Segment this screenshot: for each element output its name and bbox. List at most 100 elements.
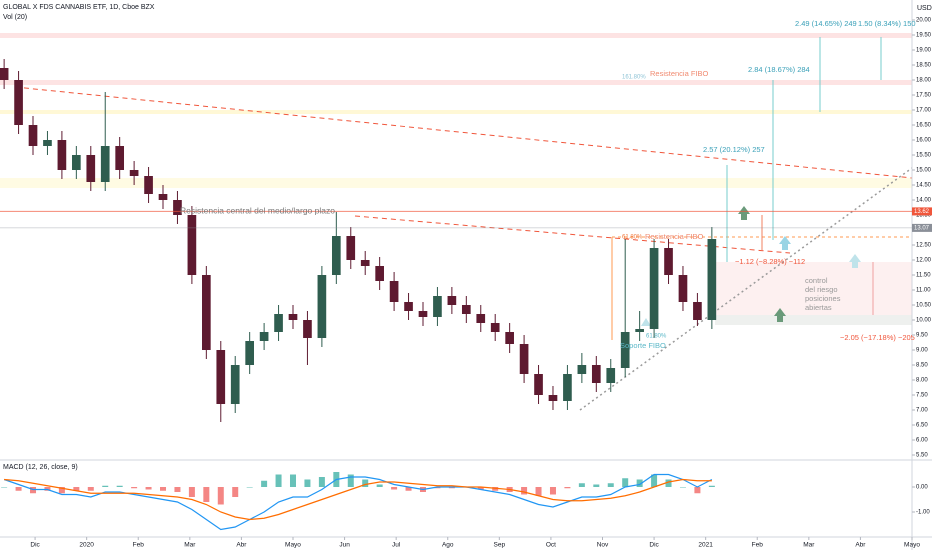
y-tick-label: 17.00	[916, 108, 932, 114]
price-tag-label: 13.62	[914, 209, 930, 215]
histogram-bar	[44, 487, 51, 491]
histogram-bar	[347, 474, 354, 487]
y-tick-label: 12.00	[916, 258, 932, 264]
histogram-bar	[593, 484, 600, 487]
x-tick-label: Abr	[236, 542, 247, 549]
candle-body	[606, 368, 616, 383]
candle-body	[447, 296, 457, 305]
histogram-bar	[549, 487, 556, 495]
candle-body	[129, 170, 139, 176]
y-tick-label: 20.00	[916, 18, 932, 24]
x-tick-label: Sep	[494, 542, 506, 549]
histogram-bar	[665, 479, 672, 487]
histogram-bar	[448, 487, 455, 489]
y-tick-label: 12.50	[916, 243, 932, 249]
candle-body	[86, 155, 96, 182]
annotation: 2.49 (14.65%) 249	[795, 19, 857, 28]
currency: USD	[917, 5, 932, 12]
histogram-bar	[376, 484, 383, 487]
x-tick-label: Feb	[133, 542, 145, 549]
histogram-bar	[434, 487, 441, 489]
candle-body	[375, 266, 384, 281]
y-tick-label: 15.00	[916, 168, 932, 174]
annotation: Soporte FIBO	[620, 341, 666, 350]
y-tick-label: 17.50	[916, 93, 932, 99]
y-tick-label: 9.50	[916, 333, 928, 339]
candle-body	[360, 260, 370, 266]
annotation: −2.05 (−17.18%) −205	[840, 333, 915, 342]
x-tick-label: Mayo	[285, 542, 301, 549]
histogram-bar	[289, 474, 296, 487]
histogram-bar	[564, 487, 571, 489]
candle-body	[534, 374, 543, 395]
arrow-icon	[774, 308, 786, 322]
y-tick-label: 6.50	[916, 423, 928, 429]
band	[0, 80, 912, 85]
candle-body	[28, 125, 38, 146]
annotation: posiciones	[805, 294, 841, 303]
candle-body	[43, 140, 52, 146]
annotation: del riesgo	[805, 285, 838, 294]
candle-body	[404, 302, 413, 311]
macd-title: MACD (12, 26, close, 9)	[3, 464, 78, 471]
annotation: Resistencia central del medio/largo plaz…	[180, 205, 335, 215]
x-tick-label: Dic	[649, 542, 659, 549]
y-tick-label: 8.50	[916, 363, 928, 369]
support-line	[579, 167, 913, 411]
y-tick-label: 19.50	[916, 33, 932, 39]
candle-body	[678, 275, 688, 302]
chart-title: GLOBAL X FDS CANNABIS ETF, 1D, Cboe BZX	[3, 4, 155, 11]
histogram-bar	[636, 479, 643, 487]
histogram-bar	[102, 485, 109, 487]
macd-line	[4, 478, 712, 521]
histogram-bar	[318, 477, 325, 487]
y-tick-label: 19.00	[916, 48, 932, 54]
price-tag-label: 13.07	[914, 225, 930, 231]
annotation: 2.57 (20.12%) 257	[703, 145, 765, 154]
candle-body	[0, 68, 9, 80]
x-tick-label: Jul	[392, 542, 401, 549]
macd-line	[3, 473, 713, 531]
annotation: 2.84 (18.67%) 284	[748, 65, 810, 74]
annotation: −1.12 (−8.28%) −112	[735, 257, 805, 266]
y-tick-label: 10.50	[916, 303, 932, 309]
histogram-bar	[304, 479, 311, 487]
x-tick-label: Mar	[803, 542, 815, 549]
histogram-bar	[131, 487, 138, 489]
arrow-icon	[779, 236, 791, 250]
candle-body	[577, 365, 587, 374]
band	[0, 110, 912, 114]
histogram-bar	[217, 487, 224, 505]
histogram-bar	[391, 487, 398, 490]
y-tick-label: 15.50	[916, 153, 932, 159]
x-tick-label: Mayo	[904, 542, 920, 549]
candle-body	[591, 365, 601, 383]
y-tick-label: 11.00	[916, 288, 931, 294]
y-tick-label: 16.00	[916, 138, 932, 144]
candle-body	[707, 239, 717, 320]
x-tick-label: Dic	[30, 542, 40, 549]
candle-body	[476, 314, 486, 323]
y-tick-label: -1.00	[916, 510, 930, 516]
histogram-bar	[477, 487, 484, 490]
candle-body	[693, 302, 702, 320]
price-tag	[912, 207, 932, 216]
risk-box	[715, 315, 912, 325]
y-tick-label: 6.00	[916, 438, 928, 444]
candle-body	[433, 296, 442, 317]
annotation: Resistencia FIBO	[645, 232, 704, 241]
histogram-bar	[535, 487, 542, 496]
x-tick-label: Ago	[442, 542, 454, 549]
candle-body	[158, 194, 168, 200]
y-tick-label: 10.00	[916, 318, 932, 324]
candle-body	[664, 248, 673, 275]
y-tick-label: 7.00	[916, 408, 928, 414]
x-tick-label: Jun	[339, 542, 350, 549]
candle-body	[187, 215, 197, 275]
candle-body	[505, 332, 514, 344]
histogram-bar	[188, 487, 195, 497]
histogram-bar	[73, 487, 80, 491]
histogram-bar	[362, 479, 369, 487]
x-tick-label: Feb	[752, 542, 764, 549]
